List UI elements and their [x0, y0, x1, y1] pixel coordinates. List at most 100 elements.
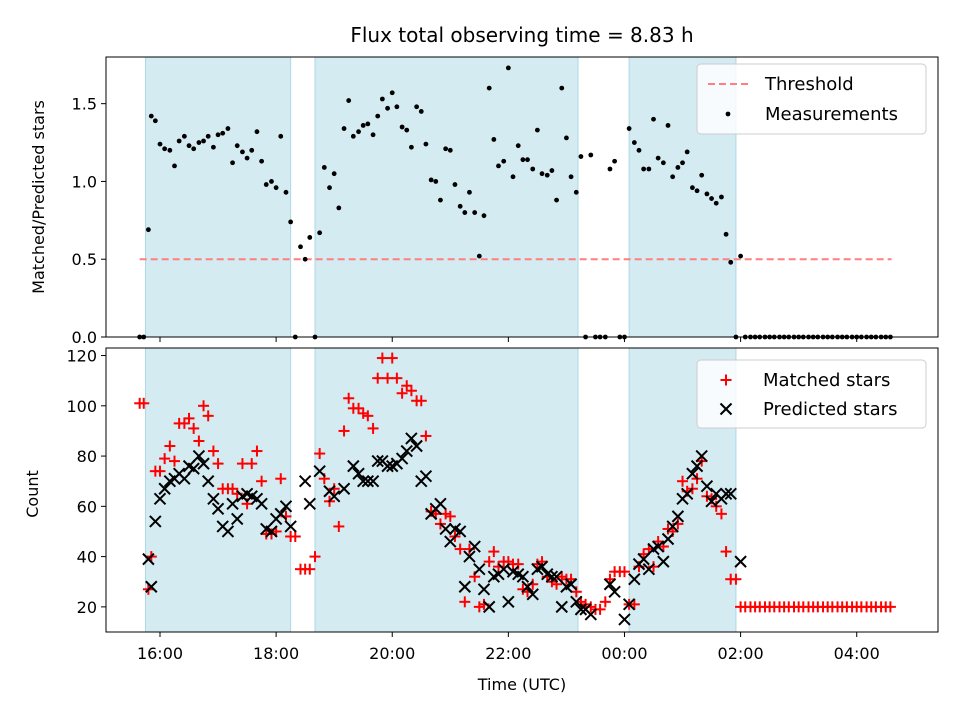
measurement-point: [544, 172, 550, 178]
measurement-point: [201, 138, 206, 144]
predicted-point: [550, 570, 563, 583]
matched-point: [251, 445, 263, 457]
measurement-point: [457, 203, 463, 209]
predicted-point: [255, 497, 268, 511]
measurement-point: [298, 244, 303, 250]
measurement-point: [467, 189, 472, 195]
matched-point: [328, 483, 340, 495]
matched-point: [343, 392, 355, 404]
matched-point: [169, 455, 181, 467]
legend-x-marker: [719, 402, 733, 416]
predicted-point: [371, 454, 384, 468]
measurement-point: [191, 146, 197, 152]
measurement-point: [205, 133, 211, 139]
predicted-stars-series: [142, 432, 747, 626]
measurement-point: [670, 174, 676, 180]
legend-matched-label: Matched stars: [763, 370, 890, 391]
matched-point: [202, 410, 214, 422]
matched-point: [275, 473, 287, 485]
predicted-point: [516, 570, 530, 583]
measurement-point: [486, 85, 492, 91]
measurement-point: [655, 155, 661, 161]
predicted-point: [142, 552, 155, 566]
measurement-point: [234, 143, 240, 149]
predicted-point: [651, 540, 665, 553]
predicted-point: [410, 439, 423, 453]
predicted-point: [574, 603, 588, 616]
predicted-point: [570, 595, 583, 609]
measurement-point: [438, 197, 443, 203]
predicted-point: [657, 555, 670, 568]
predicted-point: [603, 578, 617, 591]
predicted-point: [521, 580, 534, 593]
measurement-point: [215, 132, 221, 138]
measurement-point: [157, 141, 163, 147]
predicted-point: [201, 474, 215, 488]
matched-point: [459, 596, 471, 608]
count-panel: 20 40 60 80 100 120 16:00 18:00 20:00 22:00 00:00…: [23, 347, 939, 694]
measurement-point: [568, 174, 574, 180]
matched-point: [338, 425, 350, 437]
predicted-point: [439, 522, 452, 536]
measurement-point: [665, 123, 671, 128]
ratio-y-axis-label: Matched/Predicted stars: [29, 100, 48, 294]
predicted-point: [724, 487, 737, 500]
matched-point: [138, 397, 150, 409]
count-y-tick-label: 40: [77, 548, 97, 567]
measurement-point: [699, 172, 705, 178]
measurement-point: [578, 154, 584, 159]
count-y-tick-label: 60: [77, 497, 97, 516]
predicted-point: [327, 490, 341, 503]
predicted-point: [444, 535, 457, 548]
legend-plus-marker: [720, 374, 732, 386]
measurement-point: [240, 149, 245, 155]
x-tick-label: 02:00: [718, 644, 764, 663]
measurement-point: [573, 189, 579, 195]
measurement-point: [404, 127, 410, 133]
predicted-point: [502, 595, 515, 609]
matched-point: [304, 563, 316, 575]
predicted-point: [734, 555, 747, 568]
measurement-point: [273, 185, 279, 191]
predicted-point: [192, 449, 206, 463]
predicted-point: [719, 487, 733, 500]
matched-point: [159, 453, 171, 465]
predicted-point: [628, 573, 641, 586]
predicted-point: [564, 578, 578, 591]
predicted-point: [545, 570, 559, 583]
x-tick-label: 00:00: [601, 644, 647, 663]
measurement-point: [690, 185, 695, 191]
predicted-point: [265, 525, 278, 538]
legend-measurements-label: Measurements: [765, 104, 898, 125]
measurement-point: [360, 123, 366, 128]
matched-point: [420, 430, 432, 442]
predicted-point: [313, 464, 326, 478]
measurement-point: [476, 253, 482, 259]
measurement-point: [534, 127, 540, 133]
predicted-point: [366, 474, 380, 488]
predicted-point: [434, 497, 447, 511]
predicted-point: [690, 459, 704, 473]
measurement-point: [631, 140, 637, 145]
predicted-point: [405, 432, 418, 445]
x-axis-label: Time (UTC): [477, 675, 566, 694]
predicted-point: [298, 474, 312, 488]
count-y-tick-label: 80: [77, 447, 97, 466]
predicted-point: [381, 459, 394, 473]
measurement-point: [414, 104, 420, 110]
measurement-point: [172, 163, 177, 169]
measurement-point: [447, 147, 453, 153]
matched-point: [483, 556, 495, 568]
predicted-point: [526, 588, 539, 601]
measurement-point: [694, 188, 700, 194]
count-y-tick-label: 20: [77, 598, 97, 617]
predicted-point: [347, 459, 360, 473]
x-tick-label: 16:00: [137, 644, 183, 663]
measurement-point: [288, 219, 294, 225]
observing-interval-1: [144, 347, 292, 633]
measurement-point: [501, 158, 507, 164]
measurement-point: [418, 109, 424, 114]
measurement-point: [370, 132, 376, 138]
predicted-point: [274, 507, 287, 521]
